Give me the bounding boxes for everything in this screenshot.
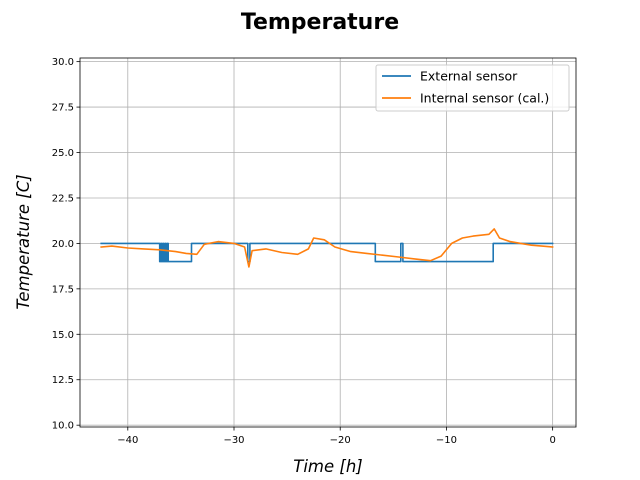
y-tick-label: 25.0	[52, 148, 74, 159]
series-line-internal-sensor	[100, 228, 554, 268]
y-axis-label: Temperature [C]	[14, 174, 33, 309]
y-tick-label: 27.5	[52, 103, 74, 114]
x-axis-label: Time [h]	[293, 457, 362, 476]
legend-box	[375, 64, 570, 112]
series-layer	[100, 228, 554, 268]
x-tick-label: −20	[330, 435, 351, 446]
legend-entry: External sensor	[420, 69, 518, 84]
y-tick-label: 22.5	[52, 193, 74, 204]
x-tick-label: −40	[117, 435, 138, 446]
y-tick-label: 20.0	[52, 239, 74, 250]
x-tick-label: −10	[436, 435, 457, 446]
y-tick-label: 10.0	[52, 421, 74, 432]
series-line-external-sensor	[100, 242, 554, 263]
x-tick-label: 0	[549, 435, 555, 446]
chart-title: Temperature	[241, 10, 399, 35]
plot-frame	[79, 57, 577, 428]
y-tick-label: 30.0	[52, 57, 74, 68]
y-tick-label: 15.0	[52, 330, 74, 341]
legend-entry: Internal sensor (cal.)	[420, 91, 549, 106]
y-tick-label: 12.5	[52, 375, 74, 386]
y-tick-label: 17.5	[52, 284, 74, 295]
tick-layer: −40 −30 −20 −10 0 10.0 12.5 15.0 17.5 20.0 22.5 25.…	[52, 57, 556, 446]
legend: External sensor Internal sensor (cal.)	[375, 64, 570, 112]
x-tick-label: −30	[223, 435, 244, 446]
